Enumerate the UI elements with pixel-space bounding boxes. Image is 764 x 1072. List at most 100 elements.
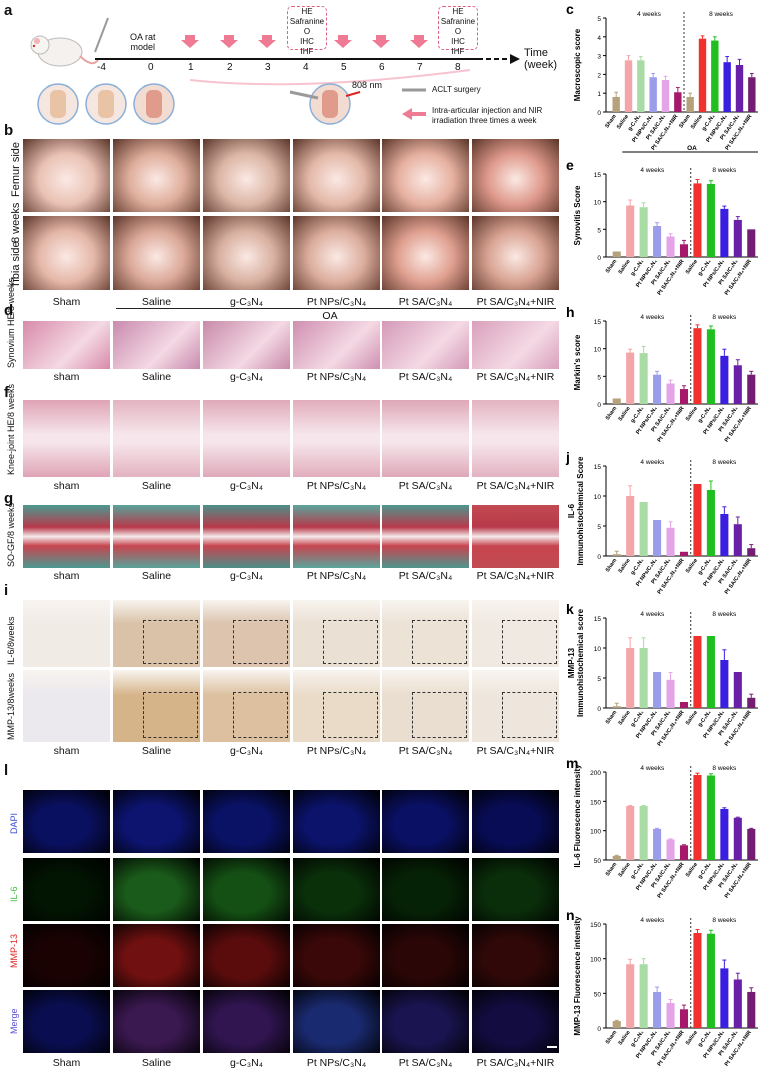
bar bbox=[720, 355, 729, 404]
knee-joint-row-label: Knee-joint HE/8 weeks bbox=[6, 383, 16, 475]
laser-label: 808 nm bbox=[352, 80, 383, 90]
bar bbox=[626, 648, 635, 708]
legend-surgery-label: ACLT surgery bbox=[432, 85, 481, 94]
y-tick-label: 15 bbox=[594, 616, 602, 623]
group-label-g-2: Saline bbox=[141, 570, 172, 582]
y-tick-label: 200 bbox=[590, 770, 601, 777]
bar bbox=[693, 328, 702, 404]
bar bbox=[666, 679, 675, 708]
fluor-il-6-4 bbox=[293, 858, 380, 921]
group-label-d-3: g-C₃N₄ bbox=[229, 371, 264, 383]
y-tick-label: 15 bbox=[594, 464, 602, 471]
group-label-g-4: Pt NPs/C₃N₄ bbox=[306, 570, 367, 582]
fluor-row-label-1: DAPI bbox=[9, 812, 19, 834]
bar bbox=[720, 660, 729, 708]
mmp13-ihc-3 bbox=[203, 670, 290, 742]
group-label-d-6: Pt SA/C₃N₄+NIR bbox=[476, 371, 555, 383]
fluor-merge-2 bbox=[113, 990, 200, 1053]
tibia-photo-4 bbox=[293, 216, 380, 290]
bar bbox=[639, 353, 648, 404]
week-label-4: 4 weeks bbox=[637, 11, 662, 18]
chart-letter-m: m bbox=[566, 755, 578, 771]
bar bbox=[612, 554, 621, 556]
bar bbox=[612, 251, 621, 257]
assay-box-week4: HE Safranine O IHC IHF bbox=[287, 6, 327, 56]
bar bbox=[624, 60, 633, 112]
il6-ihc-2 bbox=[113, 600, 200, 667]
week-label-4: 4 weeks bbox=[640, 167, 665, 174]
femur-photo-1 bbox=[23, 139, 110, 212]
week-label-4: 4 weeks bbox=[640, 611, 665, 618]
oa-chart-label: OA bbox=[687, 145, 697, 152]
group-label-b-6: Pt SA/C₃N₄+NIR bbox=[476, 296, 555, 308]
bar bbox=[679, 244, 689, 257]
y-tick-label: 5 bbox=[597, 676, 601, 683]
tibia-photo-5 bbox=[382, 216, 469, 290]
bar bbox=[653, 226, 662, 257]
synovium-he-1 bbox=[23, 321, 110, 369]
panel-b-letter: b bbox=[4, 122, 14, 139]
bar bbox=[639, 502, 648, 556]
bar bbox=[653, 991, 662, 1028]
bar bbox=[639, 207, 648, 257]
bar bbox=[612, 855, 621, 860]
panel-d-letter: d bbox=[4, 302, 14, 319]
y-tick-label: 5 bbox=[597, 16, 601, 23]
chart-letter-c: c bbox=[566, 1, 574, 17]
group-label-l-2: Saline bbox=[141, 1057, 172, 1069]
femur-side-label: Femur side bbox=[10, 141, 22, 197]
fluor-il-6-2 bbox=[113, 858, 200, 921]
bar bbox=[733, 817, 742, 860]
bar bbox=[693, 183, 702, 257]
group-label-b-2: Saline bbox=[141, 296, 172, 308]
fluor-dapi-2 bbox=[113, 790, 200, 853]
femur-photo-6 bbox=[472, 139, 559, 212]
group-label-g-3: g-C₃N₄ bbox=[229, 570, 264, 582]
knee-he-6 bbox=[472, 400, 559, 477]
time-axis-label: Time (week) bbox=[524, 47, 558, 71]
synovium-he-5 bbox=[382, 321, 469, 369]
group-label-g-1: sham bbox=[53, 570, 80, 582]
group-label-d-1: sham bbox=[53, 371, 80, 383]
group-label-i-3: g-C₃N₄ bbox=[229, 745, 264, 757]
bar bbox=[747, 229, 756, 257]
bar bbox=[666, 383, 675, 404]
bar bbox=[706, 933, 715, 1028]
fluor-merge-5 bbox=[382, 990, 469, 1053]
bar bbox=[693, 636, 702, 708]
il6-ihc-1 bbox=[23, 600, 110, 667]
bar bbox=[693, 933, 702, 1028]
bar bbox=[706, 490, 715, 556]
so-stain-1 bbox=[23, 505, 110, 568]
fluor-il-6-6 bbox=[472, 858, 559, 921]
bar bbox=[733, 672, 742, 708]
inset-box bbox=[143, 691, 198, 739]
y-axis-label: Immunohistochemical Score bbox=[576, 456, 585, 565]
bar bbox=[720, 514, 729, 556]
y-tick-label: 0 bbox=[597, 110, 601, 117]
chart-letter-e: e bbox=[566, 157, 574, 173]
inset-box bbox=[233, 691, 288, 739]
chart-panels: c 0 1 2 3 4 5 Macroscopic score Sham Saline g-C₃N₄… bbox=[564, 0, 764, 1072]
group-label-l-5: Pt SA/C₃N₄ bbox=[398, 1057, 453, 1069]
y-tick-label: 0 bbox=[597, 554, 601, 561]
bar bbox=[612, 96, 620, 112]
fluor-merge-1 bbox=[23, 990, 110, 1053]
synovium-he-3 bbox=[203, 321, 290, 369]
panel-f-letter: f bbox=[4, 384, 9, 401]
synovium-he-2 bbox=[113, 321, 200, 369]
y-axis-label: MMP-13 bbox=[567, 647, 576, 678]
group-label-i-4: Pt NPs/C₃N₄ bbox=[306, 745, 367, 757]
bar bbox=[720, 208, 729, 257]
y-tick-label: 150 bbox=[590, 799, 601, 806]
bar bbox=[733, 219, 742, 257]
knee-he-4 bbox=[293, 400, 380, 477]
y-tick-label: 10 bbox=[594, 646, 602, 653]
so-stain-4 bbox=[293, 505, 380, 568]
group-label-g-5: Pt SA/C₃N₄ bbox=[398, 570, 453, 582]
chart-letter-k: k bbox=[566, 601, 574, 617]
